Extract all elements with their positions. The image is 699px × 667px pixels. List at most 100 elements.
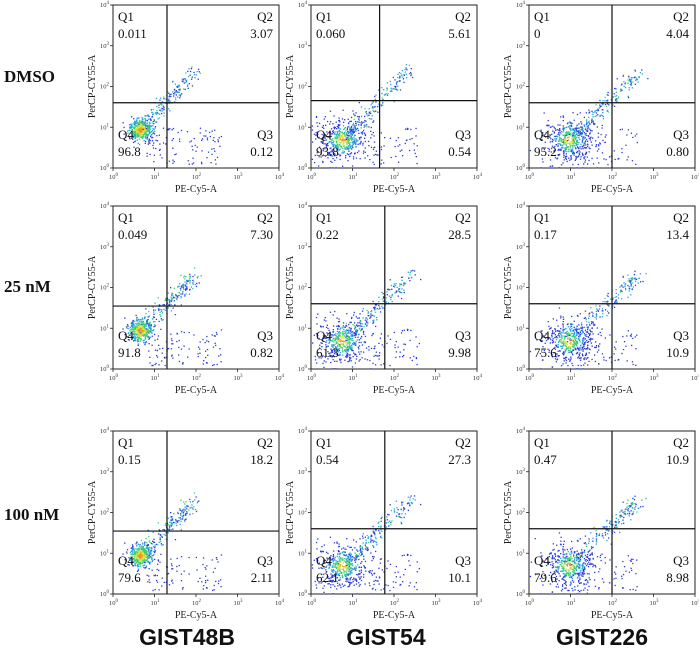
- event-dot: [342, 344, 345, 346]
- event-dot: [339, 344, 341, 346]
- event-dot: [383, 346, 385, 348]
- event-dot: [372, 109, 374, 111]
- event-dot: [316, 122, 318, 124]
- event-dot: [329, 311, 332, 313]
- event-dot: [128, 129, 130, 131]
- event-dot: [338, 124, 340, 127]
- event-dot: [599, 99, 601, 102]
- event-dot: [331, 345, 333, 347]
- event-dot: [573, 140, 575, 142]
- event-dot: [333, 143, 335, 145]
- event-dot: [370, 126, 372, 129]
- event-dot: [583, 364, 585, 366]
- event-dot: [128, 564, 130, 566]
- event-dot: [582, 343, 585, 346]
- event-dot: [364, 140, 366, 143]
- event-dot: [177, 131, 179, 134]
- quadrant-label-q1: Q1: [316, 9, 332, 24]
- event-dot: [358, 317, 360, 319]
- event-dot: [172, 307, 174, 309]
- event-dot: [615, 301, 617, 304]
- event-dot: [364, 137, 366, 139]
- event-dot: [343, 121, 345, 123]
- event-dot: [321, 155, 323, 157]
- event-dot: [172, 93, 175, 95]
- event-dot: [351, 138, 353, 140]
- event-dot: [144, 129, 146, 131]
- event-dot: [139, 563, 141, 565]
- event-dot: [598, 162, 600, 164]
- event-dot: [345, 324, 347, 327]
- event-points: [529, 69, 649, 169]
- event-dot: [420, 278, 422, 281]
- event-dot: [147, 318, 149, 321]
- event-dot: [158, 307, 160, 310]
- event-dot: [350, 116, 353, 119]
- event-dot: [185, 81, 187, 84]
- event-dot: [570, 150, 572, 153]
- event-dot: [331, 336, 333, 338]
- event-dot: [609, 334, 611, 336]
- event-dot: [393, 101, 395, 103]
- event-dot: [604, 337, 606, 339]
- event-dot: [555, 336, 557, 338]
- event-dot: [588, 122, 591, 124]
- event-dot: [172, 518, 174, 520]
- event-dot: [632, 278, 634, 280]
- y-tick-label: 102: [100, 509, 110, 517]
- event-dot: [137, 117, 139, 119]
- event-dot: [374, 354, 377, 357]
- event-dot: [144, 123, 146, 126]
- event-dot: [584, 310, 587, 312]
- event-dot: [372, 322, 374, 324]
- event-dot: [570, 333, 572, 335]
- event-dot: [149, 129, 151, 131]
- quadrant-label-q1: Q1: [534, 9, 550, 24]
- event-dot: [338, 130, 340, 132]
- event-dot: [176, 557, 178, 560]
- event-dot: [583, 345, 585, 347]
- event-dot: [173, 521, 176, 524]
- event-dot: [179, 283, 181, 285]
- event-dot: [360, 329, 363, 331]
- event-dot: [601, 104, 604, 106]
- event-dot: [330, 139, 333, 141]
- event-dot: [332, 334, 334, 337]
- event-dot: [344, 148, 346, 150]
- event-dot: [408, 149, 411, 152]
- event-dot: [188, 83, 190, 85]
- event-dot: [565, 350, 567, 352]
- event-dot: [413, 149, 415, 151]
- event-dot: [134, 339, 137, 341]
- x-tick-label: 100: [525, 374, 535, 382]
- event-dot: [205, 568, 207, 570]
- event-dot: [178, 354, 180, 356]
- event-dot: [587, 328, 589, 331]
- event-dot: [589, 139, 591, 141]
- event-dot: [356, 355, 358, 357]
- event-dot: [341, 152, 343, 154]
- event-dot: [170, 296, 172, 298]
- event-dot: [179, 508, 181, 510]
- event-dot: [621, 284, 623, 286]
- event-dot: [320, 141, 322, 143]
- event-dot: [542, 346, 544, 348]
- event-dot: [631, 278, 634, 280]
- event-dot: [188, 331, 190, 334]
- event-dot: [588, 151, 590, 153]
- event-dot: [560, 365, 563, 367]
- x-tick-label: 100: [307, 173, 317, 181]
- event-dot: [182, 291, 184, 293]
- event-dot: [395, 85, 397, 88]
- event-dot: [382, 104, 384, 106]
- event-dot: [179, 140, 181, 143]
- event-dot: [347, 335, 349, 337]
- event-dot: [149, 362, 151, 364]
- event-dot: [580, 148, 582, 150]
- event-dot: [605, 134, 607, 136]
- event-dot: [170, 563, 173, 565]
- event-dot: [347, 134, 349, 136]
- event-dot: [559, 128, 561, 130]
- event-dot: [358, 360, 360, 362]
- event-dot: [134, 551, 136, 553]
